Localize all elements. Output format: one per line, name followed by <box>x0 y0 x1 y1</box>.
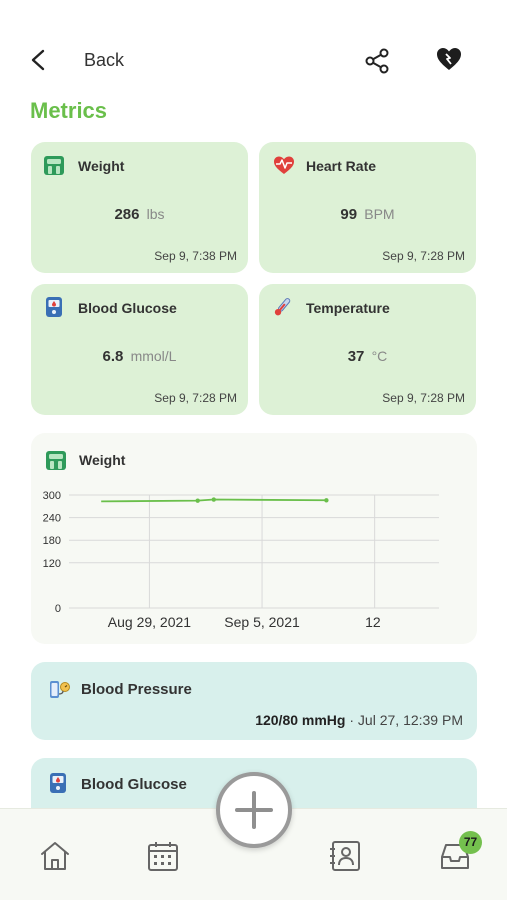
blood-pressure-icon <box>50 681 70 698</box>
weight-chart-card[interactable]: Weight 0 120 180 240 300 Aug 29, 2021 Sep 5, 2… <box>31 433 477 644</box>
metric-card-heart-rate[interactable]: Heart Rate 99 BPM Sep 9, 7:28 PM <box>259 142 476 273</box>
metric-timestamp: Sep 9, 7:38 PM <box>154 249 237 263</box>
inbox-badge: 77 <box>459 831 482 854</box>
y-tick-label: 240 <box>43 513 61 525</box>
back-button[interactable]: Back <box>28 44 138 76</box>
metric-card-blood-glucose[interactable]: Blood Glucose 6.8 mmol/L Sep 9, 7:28 PM <box>31 284 248 415</box>
back-label: Back <box>84 49 125 70</box>
weight-data-point <box>211 497 216 502</box>
glucose-meter-icon <box>46 297 62 317</box>
thermometer-icon <box>274 298 291 316</box>
plus-icon <box>235 791 273 829</box>
x-tick-label: Aug 29, 2021 <box>108 614 192 630</box>
metric-timestamp: Sep 9, 7:28 PM <box>154 391 237 405</box>
metric-card-weight[interactable]: Weight 286 lbs Sep 9, 7:38 PM <box>31 142 248 273</box>
metric-number: 6.8 <box>102 348 124 365</box>
section-title: Metrics <box>30 98 108 123</box>
inbox-icon <box>441 844 469 869</box>
y-tick-label: 0 <box>55 603 61 615</box>
share-button[interactable] <box>362 46 392 76</box>
add-button[interactable] <box>216 772 292 848</box>
metric-value: 99 BPM <box>259 206 476 223</box>
chevron-left-icon <box>31 49 45 71</box>
x-tick-label: Sep 5, 2021 <box>224 614 300 630</box>
metric-unit: mmol/L <box>130 348 177 364</box>
metric-value: 6.8 mmol/L <box>31 348 248 365</box>
metric-title: Temperature <box>306 300 390 316</box>
metric-title: Heart Rate <box>306 158 377 174</box>
metric-number: 286 <box>114 206 140 223</box>
y-tick-label: 180 <box>43 535 61 547</box>
metric-number: 99 <box>340 206 358 223</box>
metric-title: Weight <box>78 158 125 174</box>
blood-glucose-title: Blood Glucose <box>81 776 187 793</box>
metric-card-temperature[interactable]: Temperature 37 °C Sep 9, 7:28 PM <box>259 284 476 415</box>
blood-pressure-timestamp: · Jul 27, 12:39 PM <box>345 712 463 728</box>
y-tick-label: 300 <box>43 490 61 502</box>
chart-title: Weight <box>79 452 126 468</box>
nav-inbox-button[interactable] <box>438 839 472 873</box>
metric-unit: BPM <box>364 206 395 222</box>
metric-timestamp: Sep 9, 7:28 PM <box>382 391 465 405</box>
scale-icon <box>44 156 64 175</box>
favorite-button[interactable] <box>434 44 464 74</box>
contact-book-icon <box>330 841 360 871</box>
metric-number: 37 <box>347 348 365 365</box>
blood-pressure-reading: 120/80 mmHg · Jul 27, 12:39 PM <box>255 712 463 728</box>
y-tick-label: 120 <box>43 558 61 570</box>
calendar-icon <box>148 842 178 871</box>
metric-timestamp: Sep 9, 7:28 PM <box>382 249 465 263</box>
metric-title: Blood Glucose <box>78 300 177 316</box>
heart-pulse-icon <box>437 48 461 70</box>
heart-rate-icon <box>274 156 294 174</box>
nav-calendar-button[interactable] <box>146 839 180 873</box>
home-icon <box>41 842 69 870</box>
weight-series-line <box>101 498 327 503</box>
weight-line-chart: 0 120 180 240 300 Aug 29, 2021 Sep 5, 2021 12 <box>43 490 439 630</box>
glucose-meter-icon <box>50 773 66 793</box>
share-icon <box>365 48 389 74</box>
weight-data-point <box>324 498 329 503</box>
blood-pressure-value: 120/80 mmHg <box>255 712 346 728</box>
metric-unit: °C <box>371 348 388 364</box>
weight-data-point <box>195 498 200 503</box>
metric-value: 286 lbs <box>31 206 248 223</box>
header: Back <box>0 0 507 100</box>
nav-home-button[interactable] <box>38 839 72 873</box>
x-tick-label: 12 <box>365 614 381 630</box>
scale-icon <box>46 451 66 470</box>
blood-pressure-card[interactable]: Blood Pressure 120/80 mmHg · Jul 27, 12:… <box>31 662 477 740</box>
blood-pressure-title: Blood Pressure <box>81 681 192 698</box>
nav-contacts-button[interactable] <box>328 839 362 873</box>
metric-value: 37 °C <box>259 348 476 365</box>
metric-unit: lbs <box>146 206 165 222</box>
